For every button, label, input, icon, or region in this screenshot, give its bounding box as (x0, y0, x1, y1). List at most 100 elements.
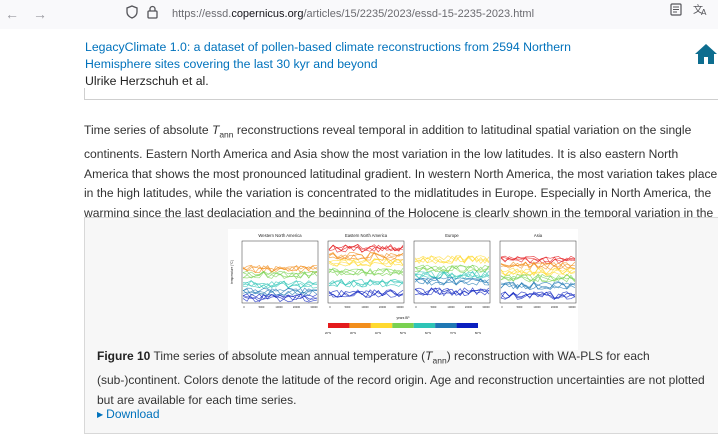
series-line (500, 256, 576, 264)
x-tick-label: 20000 (551, 305, 559, 309)
series-line (500, 291, 576, 300)
legend-swatch (328, 323, 350, 328)
x-tick-label: 5000 (517, 305, 523, 309)
address-bar[interactable]: https://essd.copernicus.org/articles/15/… (120, 3, 718, 25)
panel-title: Asia (534, 233, 543, 238)
back-arrow-icon[interactable]: ← (5, 6, 19, 22)
url-path: /articles/15/2235/2023/essd-15-2235-2023… (303, 8, 535, 20)
series-line (414, 287, 490, 296)
x-tick-label: 5000 (259, 305, 265, 309)
variable-t: T (211, 123, 220, 137)
url-prefix: https://essd. (172, 8, 232, 20)
x-tick-label: 20000 (379, 305, 387, 309)
x-tick-label: 0 (501, 305, 503, 309)
series-line (500, 273, 576, 282)
series-line (328, 258, 404, 267)
legend-label: 50°N (400, 331, 406, 335)
series-line (242, 265, 318, 273)
series-line (414, 255, 490, 264)
legend-swatch (413, 323, 436, 328)
x-tick-label: 10000 (275, 305, 283, 309)
lock-icon[interactable] (147, 5, 158, 24)
browser-toolbar: ← → https://essd.copernicus.org/articles… (0, 0, 718, 29)
series-line (414, 270, 490, 279)
series-line (328, 268, 404, 276)
series-line (242, 288, 317, 296)
y-axis-label: temperature (°C) (230, 260, 234, 284)
series-line (328, 244, 404, 253)
x-tick-label: 10000 (533, 305, 541, 309)
article-authors: Ulrike Herzschuh et al. (85, 74, 209, 88)
series-line (242, 280, 318, 289)
series-line (242, 264, 318, 273)
x-tick-label: 20000 (293, 305, 301, 309)
figure-label: Figure 10 (97, 349, 151, 363)
series-line (414, 255, 490, 264)
legend-label: 80°N (475, 331, 481, 335)
series-line (328, 267, 404, 276)
series-line (500, 261, 576, 270)
series-line (328, 244, 404, 253)
legend-swatch (435, 323, 457, 328)
legend-label: 40°N (375, 331, 381, 335)
series-line (328, 289, 404, 299)
series-line (414, 287, 490, 297)
x-tick-label: 30000 (396, 305, 404, 309)
series-line (500, 267, 576, 276)
series-line (242, 293, 318, 303)
series-line (414, 277, 490, 286)
figure-box: Western North America 0 5000 10000 20000 3000… (84, 217, 718, 434)
series-line (242, 294, 318, 303)
series-line (242, 293, 318, 303)
series-line (328, 268, 404, 277)
svg-text:A: A (701, 8, 707, 16)
caption-text: Time series of absolute mean annual temp… (150, 349, 426, 363)
series-line (242, 270, 318, 279)
series-line (328, 267, 404, 277)
figure-10-image[interactable]: Western North America 0 5000 10000 20000 3000… (228, 229, 578, 350)
variable-subscript: ann (219, 129, 234, 140)
panel-title: Eastern North America (345, 233, 388, 238)
series-line (414, 264, 490, 274)
caption-text-continued: ) reconstruction with WA-PLS for each (s… (97, 349, 705, 407)
svg-text:文: 文 (693, 3, 703, 16)
series-line (500, 291, 576, 300)
series-line (500, 280, 576, 290)
x-tick-label: 10000 (447, 305, 455, 309)
series-line (500, 255, 576, 265)
reader-view-icon[interactable] (670, 3, 682, 21)
series-line (414, 255, 490, 264)
legend-swatch (370, 323, 393, 328)
series-line (242, 280, 318, 289)
home-icon[interactable] (694, 43, 718, 65)
shield-icon[interactable] (126, 5, 138, 24)
paragraph-text: Time series of absolute (84, 123, 212, 137)
series-line (242, 270, 318, 279)
series-line (328, 279, 404, 288)
legend-swatch (392, 323, 414, 328)
series-line (500, 261, 576, 271)
x-tick-label: 30000 (568, 305, 576, 309)
series-line (500, 291, 576, 300)
legend-label: 20°N (325, 331, 331, 335)
series-line (328, 258, 404, 267)
x-tick-label: 0 (243, 305, 245, 309)
x-tick-label: 5000 (431, 305, 437, 309)
download-link[interactable]: ▶ Download (97, 406, 160, 423)
series-line (500, 281, 576, 290)
url-text[interactable]: https://essd.copernicus.org/articles/15/… (172, 6, 534, 22)
x-tick-label: 30000 (482, 305, 490, 309)
article-title-link[interactable]: LegacyClimate 1.0: a dataset of pollen-b… (85, 40, 571, 71)
article-header: LegacyClimate 1.0: a dataset of pollen-b… (0, 29, 718, 95)
x-tick-label: 0 (329, 305, 331, 309)
url-domain: copernicus.org (231, 8, 304, 20)
panel-title: Europe (445, 233, 459, 238)
x-tick-label: 10000 (361, 305, 369, 309)
series-line (242, 287, 318, 296)
series-line (414, 277, 490, 286)
caret-right-icon: ▶ (97, 410, 104, 419)
forward-arrow-icon[interactable]: → (33, 6, 47, 22)
x-tick-label: 30000 (310, 305, 318, 309)
x-tick-label: 20000 (465, 305, 473, 309)
